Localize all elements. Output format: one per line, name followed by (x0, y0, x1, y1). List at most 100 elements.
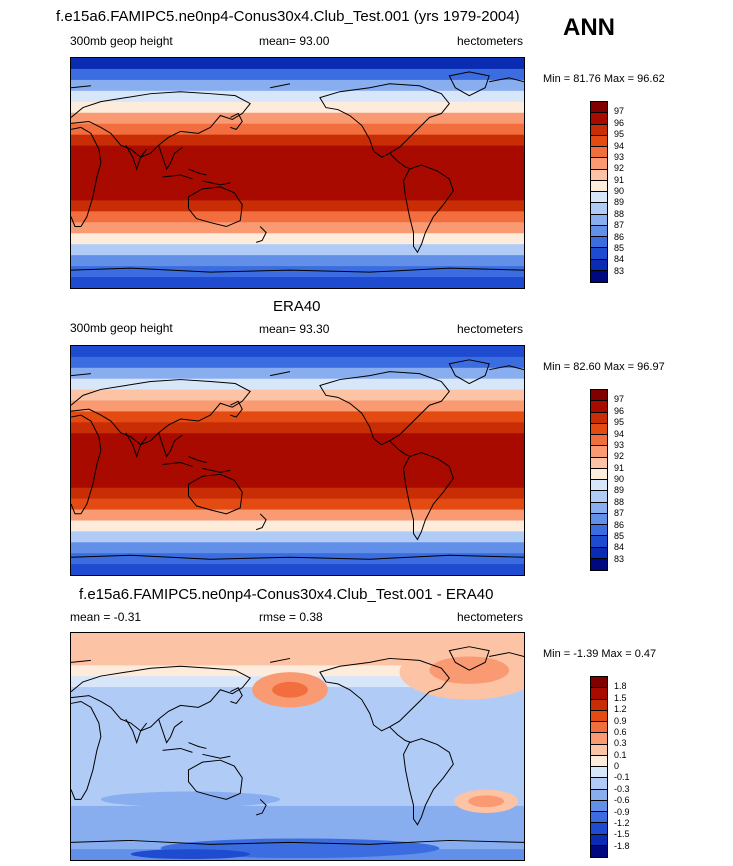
coastline (71, 267, 524, 273)
colorbar-swatch (591, 158, 607, 170)
heatmap-band (71, 211, 524, 223)
coastline (71, 839, 524, 845)
colorbar-swatch (591, 401, 607, 413)
anomaly-region (130, 849, 251, 860)
anomaly-region (100, 791, 281, 808)
coastline (389, 726, 412, 744)
coastline (158, 145, 183, 171)
coastline (71, 652, 524, 663)
panel1-title: f.e15a6.FAMIPC5.ne0np4-Conus30x4.Club_Te… (56, 8, 520, 25)
colorbar-tick-label: 91 (614, 462, 625, 473)
heatmap-band (71, 665, 524, 677)
heatmap-band (71, 564, 524, 575)
colorbar-swatch (591, 214, 607, 226)
coastline (319, 371, 450, 446)
heatmap-band (71, 346, 524, 358)
anomaly-region (150, 728, 310, 749)
colorbar-tick-label: 84 (614, 254, 625, 265)
coastline (187, 759, 243, 800)
coastline (187, 473, 243, 515)
colorbar-tick-label: 0.1 (614, 749, 627, 760)
colorbar-tick-label: 0 (614, 761, 620, 771)
heatmap-band (71, 708, 524, 721)
colorbar-swatch (591, 446, 607, 458)
colorbar-tick-label: -0.3 (614, 783, 630, 794)
heatmap-band (71, 244, 524, 256)
coastline (319, 83, 450, 158)
colorbar-tick-label: 88 (614, 496, 625, 507)
colorbar-tick-label: 1.8 (614, 681, 627, 692)
panel3-anomaly-blobs (71, 634, 524, 860)
colorbar-swatch (591, 423, 607, 435)
colorbar-swatch (591, 767, 607, 779)
coastline (71, 379, 251, 446)
panel3-mean: mean = -0.31 (70, 610, 142, 624)
panel1-coastlines (71, 71, 524, 273)
colorbar-tick-label: 0.9 (614, 715, 627, 726)
coastline (71, 91, 251, 158)
coastline (125, 144, 148, 171)
colorbar-tick-label: -1.8 (614, 840, 630, 851)
colorbar-swatch (591, 722, 607, 734)
heatmap-band (71, 389, 524, 402)
coastline (403, 164, 454, 254)
heatmap-band (71, 433, 524, 445)
panel1-minmax: Min = 81.76 Max = 96.62 (543, 73, 665, 85)
coastline (187, 186, 243, 228)
colorbar-swatch (591, 558, 607, 570)
heatmap-band (71, 827, 524, 839)
colorbar-tick-label: 89 (614, 485, 625, 496)
colorbar-swatch (591, 710, 607, 722)
panel3-units: hectometers (457, 610, 524, 624)
coastline (162, 742, 231, 759)
heatmap-band (71, 356, 524, 369)
coastline (403, 452, 454, 541)
coastline (71, 700, 102, 800)
panel2-mean: mean= 93.30 (259, 322, 330, 336)
colorbar-swatch (591, 412, 607, 424)
heatmap-band (71, 476, 524, 489)
colorbar-tick-label: 86 (614, 519, 625, 530)
heatmap-band (71, 90, 524, 103)
heatmap-band (71, 719, 524, 731)
colorbar-tick-label: 91 (614, 174, 625, 185)
colorbar-tick-label: 83 (614, 553, 625, 564)
colorbar-swatch (591, 778, 607, 790)
heatmap-band (71, 751, 524, 764)
heatmap-band (71, 156, 524, 169)
coastline (389, 440, 412, 458)
colorbar-swatch (591, 536, 607, 548)
colorbar-swatch (591, 502, 607, 514)
heatmap-band (71, 277, 524, 288)
coastline (230, 687, 243, 705)
colorbar-tick-label: 87 (614, 508, 625, 519)
heatmap-band (71, 542, 524, 554)
coastline (162, 168, 231, 186)
colorbar-swatch (591, 513, 607, 525)
colorbar-tick-label: 85 (614, 530, 625, 541)
panel2-minmax: Min = 82.60 Max = 96.97 (543, 361, 665, 373)
coastline (389, 152, 412, 170)
colorbar-tick-label: 88 (614, 208, 625, 219)
coastline (71, 414, 102, 515)
panel2-title: ERA40 (273, 298, 321, 315)
heatmap-band (71, 79, 524, 92)
colorbar-tick-label: 84 (614, 542, 625, 553)
panel1-field: 300mb geop height (70, 34, 173, 48)
heatmap-band (71, 400, 524, 413)
heatmap-band (71, 509, 524, 522)
heatmap-band (71, 520, 524, 532)
panel1-colorbar (590, 101, 608, 283)
heatmap-band (71, 784, 524, 796)
heatmap-band (71, 189, 524, 201)
panel1-bands (71, 58, 524, 288)
heatmap-band (71, 101, 524, 114)
colorbar-swatch (591, 124, 607, 136)
coastline (448, 646, 490, 671)
colorbar-tick-label: 94 (614, 140, 625, 151)
colorbar-tick-label: 89 (614, 197, 625, 208)
colorbar-tick-label: -0.9 (614, 806, 630, 817)
heatmap-band (71, 200, 524, 212)
colorbar-tick-label: 90 (614, 474, 625, 484)
colorbar-tick-label: -1.2 (614, 817, 630, 828)
